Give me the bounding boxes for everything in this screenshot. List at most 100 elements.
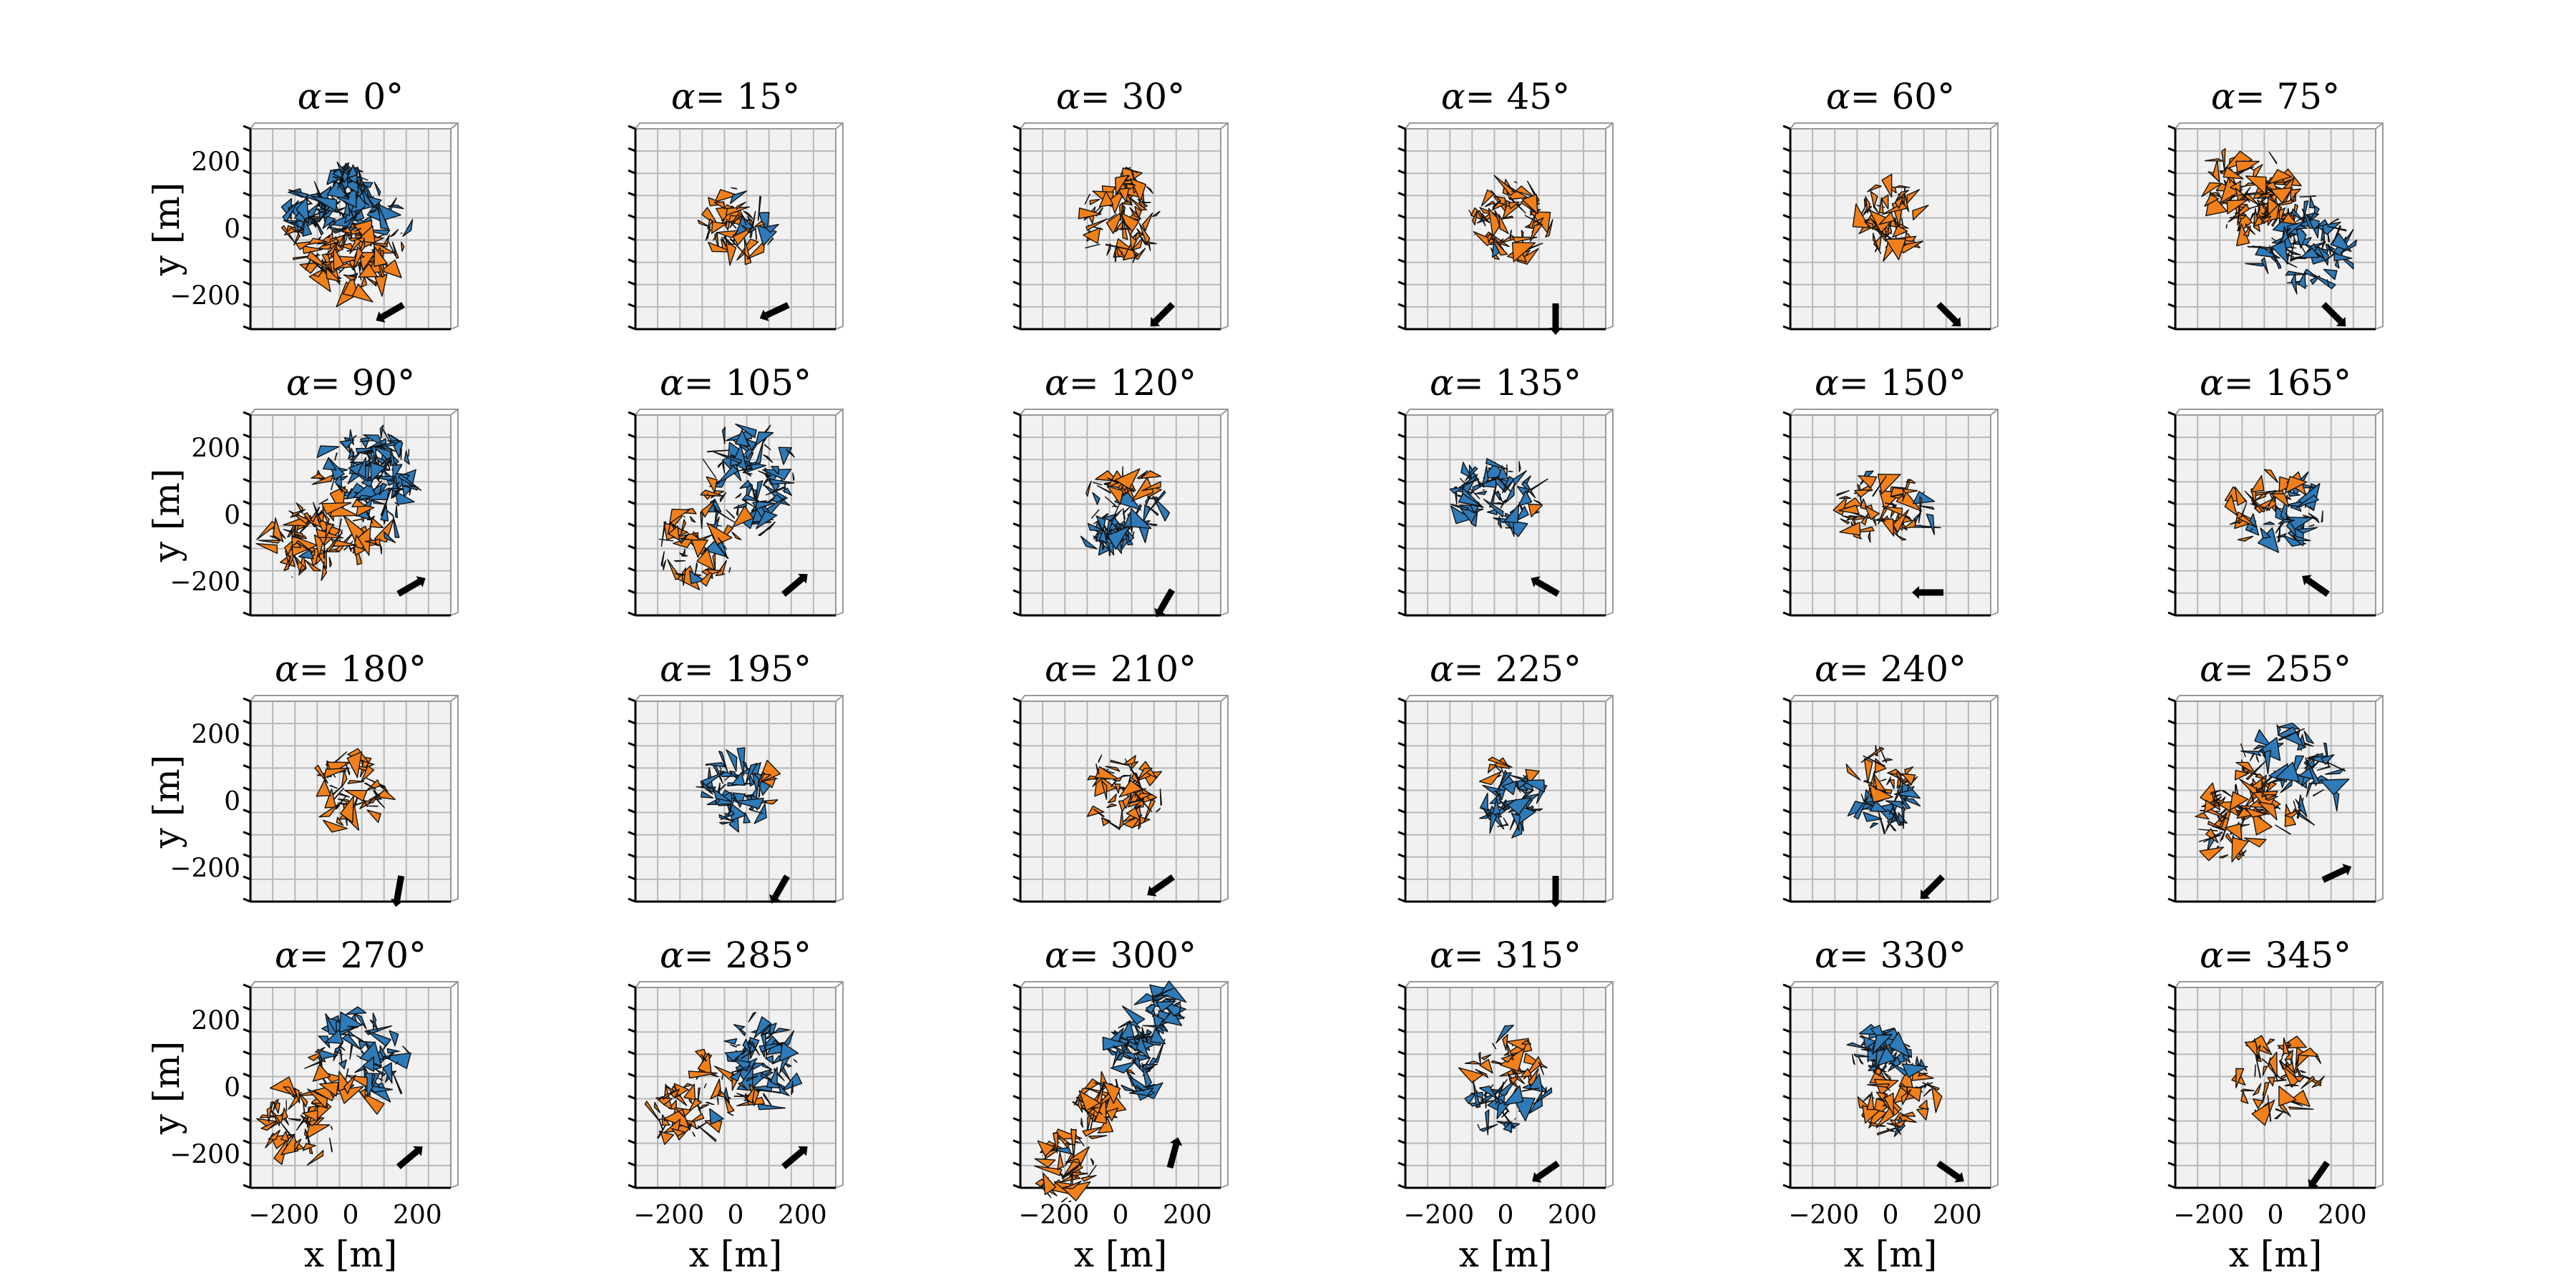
y-tick [628, 500, 636, 505]
facet [697, 1087, 701, 1103]
title-angle: 60° [1880, 76, 1956, 117]
facet [346, 1006, 367, 1015]
facet [373, 789, 382, 800]
facet [713, 201, 726, 210]
facet [2198, 829, 2218, 831]
facet [2278, 207, 2285, 224]
facet [351, 499, 366, 507]
facet [1060, 1197, 1068, 1202]
facet [362, 1056, 375, 1072]
facet [382, 1062, 393, 1084]
x-tick-label: −200 [1788, 1201, 1859, 1230]
facet [2264, 750, 2272, 775]
facet [731, 187, 738, 190]
y-tick [1782, 214, 1791, 219]
facet [386, 510, 394, 517]
facet [296, 197, 310, 225]
y-tick [2167, 258, 2176, 264]
facet [2299, 1070, 2306, 1073]
facet [1489, 812, 1498, 834]
y-tick [1397, 214, 1406, 219]
y-tick-label: −200 [170, 854, 240, 883]
asteroid [2231, 1035, 2326, 1126]
facet [1485, 1109, 1490, 1136]
facet [309, 216, 316, 227]
facet [1863, 1036, 1877, 1049]
facet [291, 527, 296, 538]
facet [1497, 465, 1509, 480]
facet [1110, 759, 1128, 766]
facet [1869, 822, 1878, 829]
facet [1132, 253, 1137, 263]
facet [2221, 148, 2226, 171]
facet [1096, 1083, 1105, 1101]
panel-18: α= 270° 200 0 −200 y [m] −200 0 200 x [m] [146, 935, 459, 1275]
y-tick [1397, 983, 1406, 989]
facet [273, 517, 284, 542]
facet [1865, 196, 1871, 214]
facet [2326, 228, 2331, 243]
facet [2288, 250, 2301, 256]
facet [726, 749, 738, 772]
facet [1873, 772, 1886, 791]
facet [1872, 1034, 1892, 1055]
facet [2203, 799, 2216, 814]
facet [302, 219, 313, 237]
facet [2207, 821, 2225, 831]
facet [354, 1013, 367, 1030]
sun-arrow [772, 874, 790, 899]
facet [1511, 812, 1521, 829]
facet [315, 555, 322, 565]
panel-title: α= 345° [2200, 935, 2351, 976]
facet [1130, 1045, 1136, 1052]
facet [1521, 779, 1545, 793]
y-tick [2167, 325, 2176, 331]
facet [1884, 502, 1897, 507]
facet [357, 167, 364, 187]
y-tick [2167, 1117, 2176, 1123]
facet [746, 439, 757, 452]
panel-title: α= 330° [1815, 935, 1966, 976]
facet [314, 1047, 326, 1053]
facet [1878, 1064, 1887, 1077]
facet [2274, 1073, 2279, 1082]
facet [334, 1050, 343, 1055]
y-tick [1013, 303, 1021, 308]
facet [2291, 208, 2306, 223]
facet [326, 180, 349, 200]
facet [1131, 237, 1143, 251]
facet [758, 470, 772, 477]
facet [2284, 1049, 2293, 1061]
asteroid [314, 748, 396, 833]
facet [338, 792, 350, 798]
y-tick [1397, 500, 1406, 505]
facet [2245, 759, 2268, 781]
title-angle: 285° [714, 935, 811, 976]
y-tick [628, 147, 636, 152]
facet [336, 816, 344, 826]
y-tick [1013, 1028, 1021, 1033]
facet [349, 452, 361, 461]
pane [1020, 987, 1221, 1188]
facet [2248, 202, 2270, 210]
y-tick [1782, 500, 1791, 505]
facet [703, 1083, 707, 1088]
y-tick [1782, 125, 1791, 130]
facet [1132, 233, 1138, 239]
facet [1878, 197, 1884, 214]
facet [751, 1040, 760, 1056]
pane-edge [450, 409, 459, 416]
facet [299, 261, 321, 274]
title-prefix: α= [275, 935, 329, 976]
facet [365, 276, 377, 287]
facet [2278, 728, 2305, 741]
x-axis-label: x [m] [1074, 1234, 1168, 1275]
facet [1515, 1072, 1526, 1085]
facet [1901, 1111, 1916, 1117]
facet [2290, 273, 2298, 295]
facet [290, 542, 302, 549]
facet [1912, 205, 1929, 220]
facet [1892, 225, 1908, 238]
facet [1853, 795, 1869, 820]
